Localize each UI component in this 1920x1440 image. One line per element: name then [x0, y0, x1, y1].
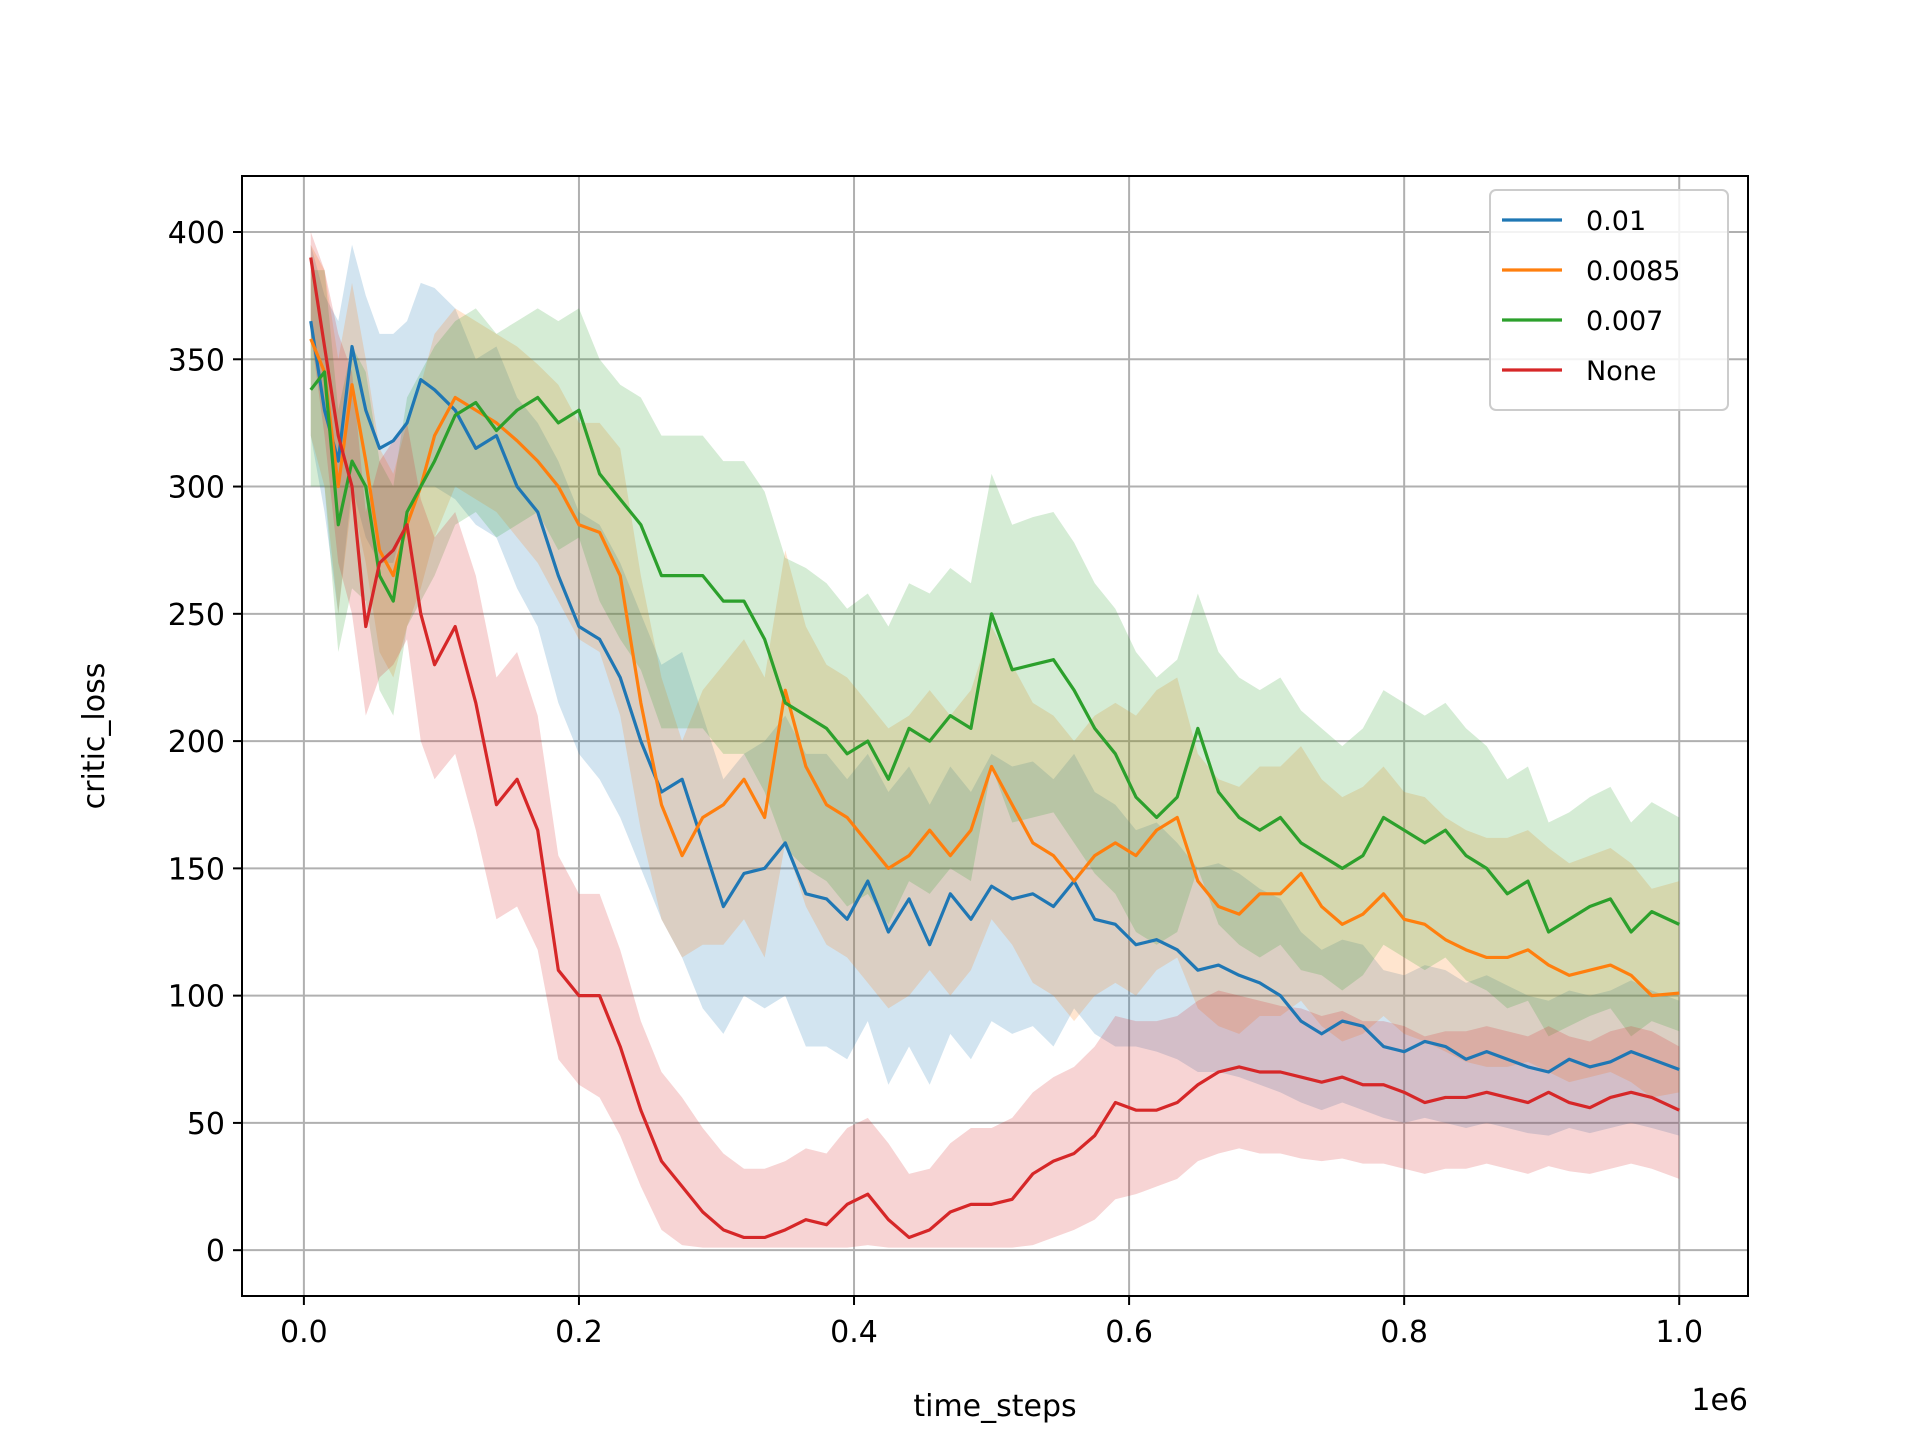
series-line-None	[309, 257, 1680, 1240]
legend-box	[1489, 189, 1729, 411]
series-line-0.007	[309, 370, 1680, 934]
confidence-bands	[310, 232, 1680, 1248]
y-tick-label: 100	[168, 980, 225, 1015]
x-tick-label: 1.0	[1655, 1315, 1703, 1350]
x-axis-multiplier: 1e6	[1691, 1383, 1748, 1418]
series-lines	[309, 257, 1680, 1240]
y-tick-label: 400	[168, 216, 225, 251]
legend-label: 0.01	[1586, 206, 1646, 237]
legend-label: None	[1586, 356, 1656, 387]
y-axis-label: critic_loss	[77, 663, 112, 810]
y-tick-label: 350	[168, 343, 225, 378]
legend-label: 0.0085	[1586, 256, 1680, 287]
band-None	[310, 232, 1680, 1248]
x-axis-label: time_steps	[913, 1389, 1076, 1424]
band-0.007	[310, 270, 1680, 1037]
axis-ticks: 0.0 0.2 0.4 0.6 0.8 1.0 0 50 100 150 200 250 300 350 4…	[168, 216, 1703, 1350]
x-tick-label: 0.4	[830, 1315, 878, 1350]
y-tick-label: 50	[187, 1107, 225, 1142]
series-line-0.01	[309, 320, 1680, 1074]
x-tick-label: 0.8	[1380, 1315, 1428, 1350]
y-tick-label: 0	[206, 1234, 225, 1269]
y-tick-label: 250	[168, 598, 225, 633]
axes-frame	[241, 175, 1749, 1297]
band-0.01	[310, 244, 1680, 1136]
legend: 0.01 0.0085 0.007 None	[1489, 189, 1729, 411]
x-tick-label: 0.6	[1105, 1315, 1153, 1350]
y-tick-label: 300	[168, 471, 225, 506]
band-0.0085	[310, 244, 1680, 1098]
y-tick-label: 150	[168, 852, 225, 887]
y-tick-label: 200	[168, 725, 225, 760]
x-tick-label: 0.0	[280, 1315, 328, 1350]
legend-label: 0.007	[1586, 306, 1663, 337]
x-tick-label: 0.2	[555, 1315, 603, 1350]
